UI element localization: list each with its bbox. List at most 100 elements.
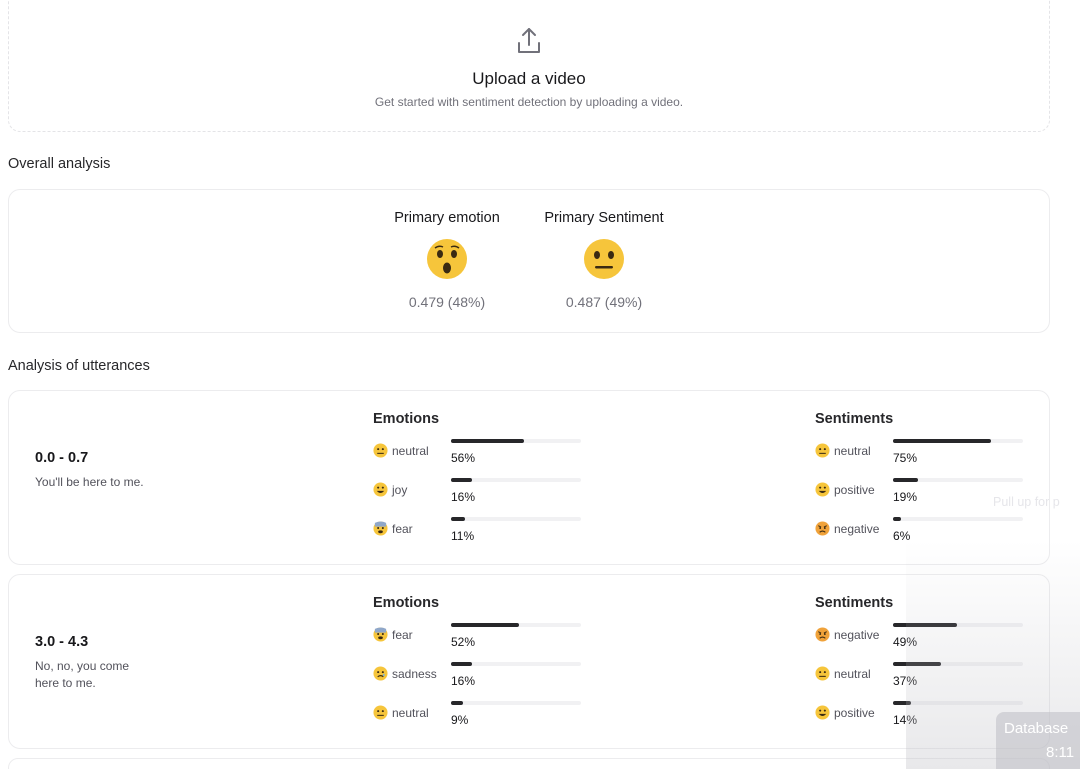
overall-heading: Overall analysis [8,156,111,172]
sentiment-percent: 75% [893,451,918,465]
sad-face-icon [373,666,388,681]
sentiment-label: negative [815,627,879,642]
emotion-bar-fill [451,439,524,443]
emotion-row: fear 52% [373,623,593,653]
sentiment-percent: 49% [893,635,917,649]
emotion-name: sadness [392,666,437,681]
sentiment-row: negative 6% [815,517,1035,547]
angry-face-icon [815,627,830,642]
neutral-face-icon [815,666,830,681]
fearful-face-icon [373,521,388,536]
utterance-range: 0.0 - 0.7 [35,450,89,466]
grinning-face-icon [815,482,830,497]
utterance-text: You'll be here to me. [35,475,144,489]
emotion-row: fear 11% [373,517,593,547]
emotion-bar [451,662,581,666]
sentiment-bar-fill [893,701,912,705]
utterances-heading: Analysis of utterances [8,358,150,374]
primary-emotion-label: Primary emotion [394,210,500,226]
sentiment-bar-fill [893,662,942,666]
emotion-name: joy [392,482,408,497]
sentiment-bar [893,478,1023,482]
overall-card: Primary emotion 0.479 (48%) Primary Sent… [8,189,1050,333]
sentiment-label: negative [815,521,879,536]
primary-sentiment-value: 0.487 (49%) [565,294,643,310]
database-badge: Database 8:11 [996,712,1080,769]
sentiment-name: negative [834,627,880,642]
emotion-bar-fill [451,623,519,627]
emotion-bar [451,623,581,627]
emotion-bar [451,478,581,482]
emotion-row: neutral 9% [373,701,593,731]
upload-dropzone[interactable]: Upload a video Get started with sentimen… [8,0,1050,132]
sentiment-row: positive 19% [815,478,1035,508]
emotion-percent: 16% [451,674,476,688]
emotion-label: neutral [373,443,429,458]
sentiment-label: neutral [815,666,871,681]
emotion-bar-fill [451,478,472,482]
sentiment-bar-fill [893,517,901,521]
emotion-name: fear [392,521,413,536]
emotion-row: joy 16% [373,478,593,508]
sentiment-row: positive 14% [815,701,1035,731]
sentiment-bar [893,517,1023,521]
emotion-bar-fill [451,701,463,705]
utterance-card: 3.0 - 4.3 No, no, you come here to me. E… [8,574,1050,749]
sentiment-label: neutral [815,443,871,458]
emotion-bar [451,439,581,443]
sentiment-bar [893,662,1023,666]
emotion-bar [451,517,581,521]
emotion-name: neutral [392,705,429,720]
emotion-label: fear [373,521,413,536]
emotion-bar-fill [451,662,472,666]
grinning-face-icon [373,482,388,497]
emotion-bar [451,701,581,705]
sentiment-percent: 37% [893,674,917,688]
emotions-title: Emotions [373,411,440,427]
database-title: Database [1004,720,1069,737]
primary-sentiment-block: Primary Sentiment 0.487 (49%) [524,210,684,310]
sentiment-row: neutral 37% [815,662,1035,692]
neutral-face-icon [373,443,388,458]
upload-title: Upload a video [472,69,586,88]
sentiment-name: neutral [834,443,871,458]
sentiment-percent: 19% [893,490,918,504]
neutral-face-icon [373,705,388,720]
sentiment-row: neutral 75% [815,439,1035,469]
emotions-title: Emotions [373,595,440,611]
sentiment-row: negative 49% [815,623,1035,653]
sentiment-label: positive [815,705,875,720]
sentiment-name: negative [834,521,880,536]
emotion-label: sadness [373,666,437,681]
utterance-range: 3.0 - 4.3 [35,634,89,650]
next-utterance-card [8,758,1050,769]
emotion-name: neutral [392,443,429,458]
emotion-percent: 9% [451,713,469,727]
sentiments-title: Sentiments [815,411,894,427]
emotion-label: joy [373,482,407,497]
emotion-percent: 52% [451,635,476,649]
sentiment-bar [893,439,1023,443]
emotion-row: neutral 56% [373,439,593,469]
utterance-text: No, no, you come here to me. [35,659,130,690]
sentiment-bar [893,701,1023,705]
sentiment-bar-fill [893,439,991,443]
emotion-name: fear [392,627,413,642]
sentiment-bar [893,623,1023,627]
emotion-percent: 56% [451,451,476,465]
pull-up-hint: Pull up for p [993,495,1060,509]
emotion-percent: 11% [451,529,475,543]
emotion-bar-fill [451,517,466,521]
sentiment-name: positive [834,705,875,720]
primary-emotion-value: 0.479 (48%) [408,294,486,310]
angry-face-icon [815,521,830,536]
sentiment-name: positive [834,482,875,497]
upload-icon [518,28,540,53]
database-time: 8:11 [1046,744,1075,761]
emotion-label: neutral [373,705,429,720]
neutral-face-icon [584,239,624,279]
sentiment-bar-fill [893,478,918,482]
primary-sentiment-label: Primary Sentiment [544,210,664,226]
sentiment-name: neutral [834,666,871,681]
